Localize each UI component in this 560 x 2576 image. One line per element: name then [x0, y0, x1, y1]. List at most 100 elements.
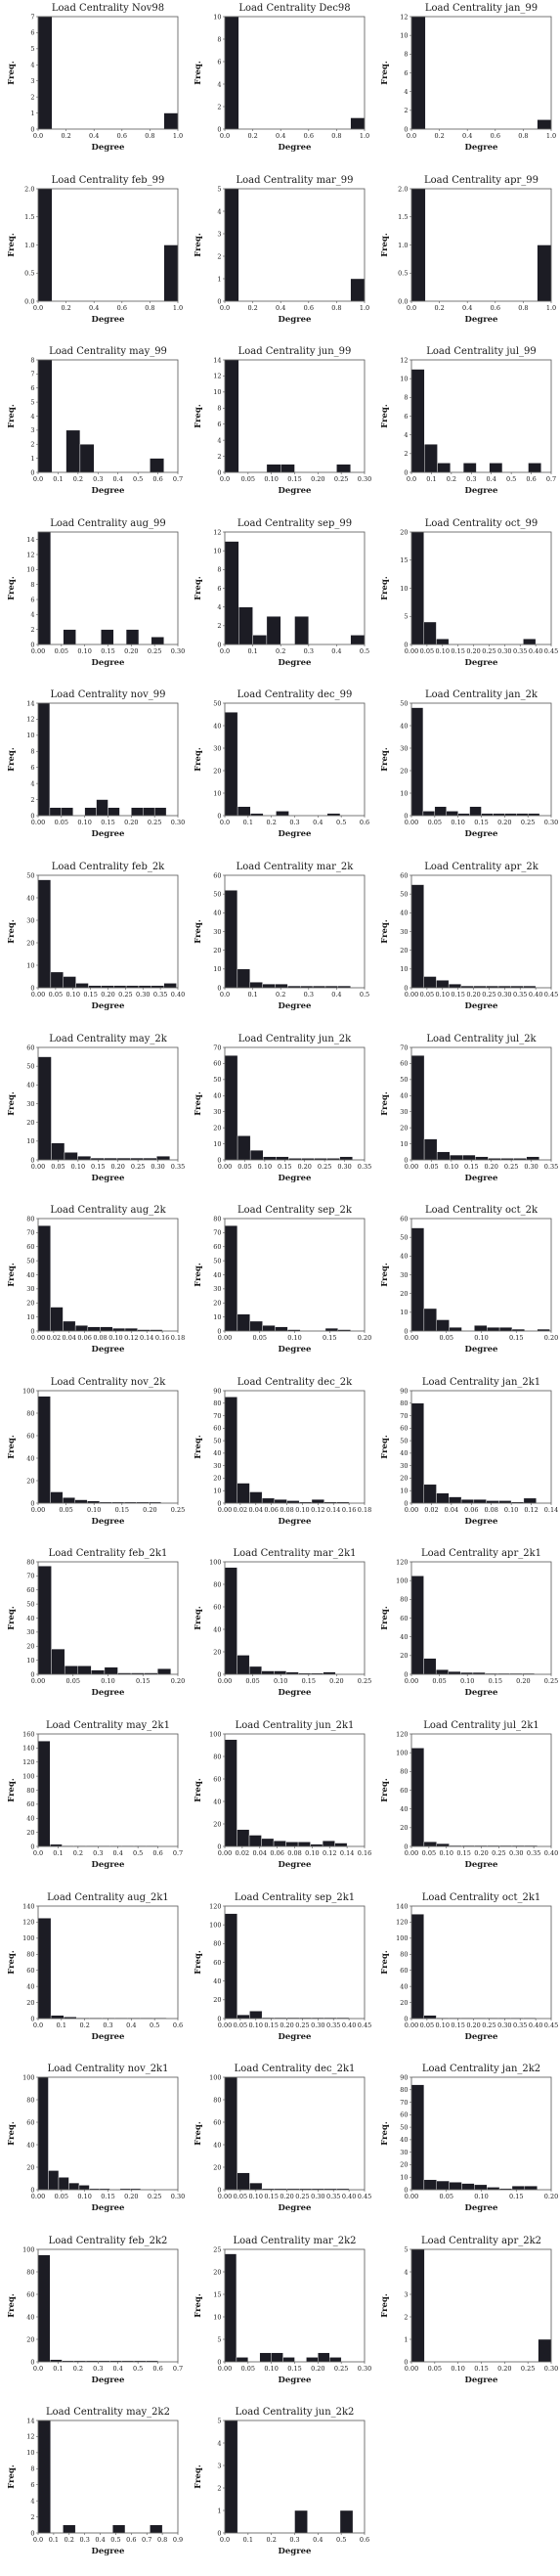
x-tick-label: 0.0	[220, 647, 230, 655]
histogram-bar	[286, 1842, 299, 1846]
x-axis-label: Degree	[465, 1345, 499, 1355]
x-tick-label: 0.2	[65, 2536, 74, 2544]
histogram-panel: Load Centrality apr_2k 0 10 20 30 40 50 60 0.00 0…	[373, 859, 560, 1031]
x-tick-label: 0.00	[218, 1334, 232, 1342]
x-tick-label: 0.35	[358, 1163, 371, 1171]
y-tick-label: 20	[400, 528, 408, 536]
histogram-panel: Load Centrality may_99 0 1 2 3 4 5 6 7 8 0.0 0.1 0.2…	[0, 343, 187, 515]
histogram-bar	[263, 984, 276, 988]
x-axis-label: Degree	[92, 143, 126, 153]
x-tick-label: 0.05	[245, 1677, 259, 1685]
y-tick-label: 40	[400, 910, 408, 917]
chart-title: Load Centrality jun_2k1	[236, 1720, 355, 1731]
y-tick-label: 40	[400, 1091, 408, 1099]
x-tick-label: 0.05	[241, 2365, 255, 2373]
x-tick-label: 0.5	[360, 991, 369, 999]
x-tick-label: 0.04	[253, 1849, 267, 1857]
histogram-svg: Load Centrality jun_99024681012140.0 0.05…	[187, 343, 373, 515]
histogram-bar	[262, 1839, 275, 1846]
y-tick-label: 6	[30, 596, 34, 603]
x-tick-label: 0.30	[358, 475, 371, 483]
histogram-bar	[424, 1842, 437, 1846]
x-axis-label: Degree	[92, 486, 126, 496]
y-tick-label: 80	[213, 2096, 221, 2104]
x-tick-label: 0.10	[249, 2021, 263, 2029]
y-tick-label: 6	[30, 384, 34, 392]
x-tick-label: 0.10	[249, 2193, 263, 2200]
histogram-bar	[150, 2525, 162, 2533]
histogram-panel: Load Centrality sep_99 0 2 4 6 8 10 12 0.0 0.1 0.2…	[187, 515, 373, 688]
x-tick-label: 0.25	[295, 2193, 309, 2200]
histogram-svg: Load Centrality feb_2k101020304050607080…	[0, 1545, 187, 1717]
y-tick-label: 60	[26, 1967, 34, 1975]
x-tick-label: 0.45	[544, 991, 558, 999]
x-tick-label: 0.05	[424, 1163, 438, 1171]
y-tick-label: 50	[26, 1062, 34, 1070]
x-tick-label: 0.25	[131, 1163, 145, 1171]
x-tick-label: 0.5	[360, 647, 369, 655]
x-tick-label: 0.05	[55, 647, 68, 655]
x-tick-label: 0.4	[89, 132, 99, 140]
y-axis-label: Freq.	[380, 404, 390, 428]
chart-title: Load Centrality apr_99	[424, 175, 538, 186]
histogram-bar	[523, 639, 536, 644]
histogram-bar	[225, 541, 238, 644]
x-tick-label: 0.5	[133, 475, 143, 483]
x-axis-label: Degree	[465, 486, 499, 496]
y-tick-label: 30	[26, 1629, 34, 1637]
y-tick-label: 20	[400, 1290, 408, 1298]
y-axis-label: Freq.	[194, 748, 203, 773]
x-axis-label: Degree	[279, 2376, 313, 2385]
x-tick-label: 0.00	[218, 2021, 232, 2029]
y-tick-label: 50	[213, 700, 221, 708]
y-tick-label: 60	[213, 2118, 221, 2126]
histogram-svg: Load Centrality oct_2k01020304050600.00 0…	[373, 1202, 560, 1374]
histogram-bar	[64, 629, 76, 644]
y-tick-label: 2	[30, 796, 34, 804]
x-tick-label: 0.20	[124, 2193, 138, 2200]
histogram-svg: Load Centrality feb_2k20204060801000.0 0.…	[0, 2233, 187, 2405]
x-tick-label: 0.1	[53, 475, 63, 483]
y-tick-label: 40	[26, 1081, 34, 1088]
x-tick-label: 0.15	[287, 2365, 301, 2373]
histogram-bar	[51, 1308, 64, 1331]
x-tick-label: 0.30	[509, 1849, 523, 1857]
histogram-bar	[225, 1740, 237, 1846]
y-tick-label: 10	[26, 961, 34, 969]
x-tick-label: 0.15	[136, 1677, 150, 1685]
histogram-bar	[225, 1568, 237, 1674]
y-axis-label: Freq.	[194, 2121, 203, 2146]
histogram-bar	[63, 1321, 75, 1331]
histogram-bar	[51, 1491, 64, 1502]
histogram-svg: Load Centrality may_2k102040608010012014…	[0, 1717, 187, 1889]
y-tick-label: 100	[22, 1772, 34, 1780]
y-tick-label: 10	[26, 1657, 34, 1665]
x-tick-label: 0.5	[133, 2365, 143, 2373]
y-tick-label: 80	[400, 1768, 408, 1776]
histogram-svg: Load Centrality nov_2k10204060801000.00 0…	[0, 2061, 187, 2233]
x-tick-label: 0.00	[405, 2193, 418, 2200]
x-axis-label: Degree	[465, 1688, 499, 1698]
x-tick-label: 0.00	[405, 2365, 418, 2373]
histogram-bar	[249, 2011, 262, 2019]
histogram-bar	[436, 1670, 449, 1675]
x-tick-label: 0.25	[171, 1506, 185, 1514]
y-tick-label: 4	[30, 610, 34, 618]
x-tick-label: 0.10	[264, 475, 278, 483]
y-tick-label: 30	[400, 2149, 408, 2156]
x-tick-label: 0.45	[544, 647, 558, 655]
x-tick-label: 0.05	[237, 1163, 251, 1171]
y-tick-label: 60	[26, 1800, 34, 1808]
x-tick-label: 0.0	[407, 475, 416, 483]
y-axis-label: Freq.	[380, 1435, 390, 1459]
y-axis-label: Freq.	[380, 2293, 390, 2318]
histogram-bar	[351, 279, 365, 301]
x-axis-label: Degree	[465, 2203, 499, 2213]
histogram-bar	[225, 2077, 237, 2190]
y-tick-label: 12	[400, 356, 408, 364]
histogram-bar	[112, 2525, 125, 2533]
histogram-bar	[105, 1667, 118, 1674]
histogram-svg: Load Centrality jun_2k 0 10 20 30 40 50 60 70 0.0…	[187, 1031, 373, 1203]
x-tick-label: 0.25	[482, 647, 495, 655]
histogram-bar	[294, 2510, 307, 2533]
